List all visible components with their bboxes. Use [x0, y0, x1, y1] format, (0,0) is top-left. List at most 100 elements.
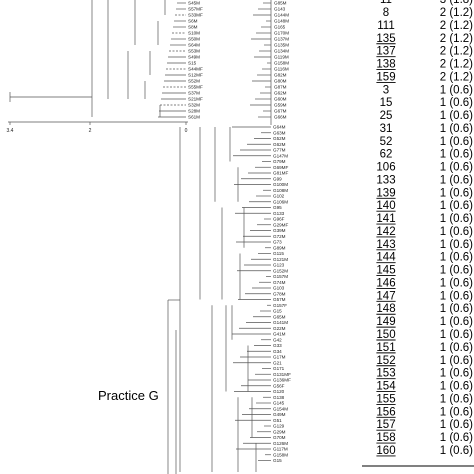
isolate-label: G89M — [273, 245, 286, 250]
st-number: 153 — [376, 368, 395, 380]
sequence-type-table: 11 3 (1.8) 8 2 (1.2) 111 2 (1.2) 135 2 (1.2) 137… — [362, 0, 474, 467]
isolate-label: G85M — [274, 1, 287, 6]
isolate-label: G120 — [273, 389, 285, 394]
st-number: 147 — [376, 290, 395, 302]
isolate-label: S37M — [188, 91, 200, 96]
isolate-label: S52M — [188, 79, 200, 84]
st-number: 141 — [376, 213, 395, 225]
isolate-label: G77M — [273, 148, 286, 153]
isolate-label: S15 — [188, 61, 197, 66]
isolate-label: G102 — [273, 194, 285, 199]
isolate-label: G65M — [273, 314, 286, 319]
st-count: 1 (0.6) — [440, 110, 473, 122]
isolate-label: G158M — [273, 452, 288, 457]
isolate-label: G69MF — [273, 165, 289, 170]
isolate-label: G157F — [273, 303, 287, 308]
isolate-label: G95 — [273, 205, 282, 210]
distance-axis: 3.4 2 0 — [7, 121, 188, 134]
st-count: 1 (0.6) — [440, 277, 473, 289]
st-count: 1 (0.6) — [440, 226, 473, 238]
st-count: 1 (0.6) — [440, 432, 473, 444]
st-count: 1 (0.6) — [440, 123, 473, 135]
practice-label: Practice G — [98, 388, 159, 403]
isolate-label: G22M — [273, 326, 286, 331]
st-count: 1 (0.6) — [440, 149, 473, 161]
isolate-label: G56F — [273, 383, 285, 388]
isolate-label: G154M — [273, 406, 288, 411]
isolate-label: G133 — [273, 211, 285, 216]
st-count: 2 (1.2) — [440, 46, 473, 58]
st-count: 1 (0.6) — [440, 174, 473, 186]
isolate-label: G62M — [273, 142, 286, 147]
st-number: 15 — [380, 97, 393, 109]
st-number: 159 — [376, 71, 395, 83]
isolate-label: G33 — [273, 343, 282, 348]
isolate-label: G103 — [273, 286, 285, 291]
isolate-label: G134M — [274, 49, 289, 54]
isolate-label: S21MF — [188, 97, 203, 102]
isolate-label: S44MF — [188, 67, 203, 72]
isolate-label: G123 — [273, 263, 285, 268]
st-count: 1 (0.6) — [440, 200, 473, 212]
st-number: 25 — [380, 110, 393, 122]
st-count: 1 (0.6) — [440, 368, 473, 380]
st-number: 145 — [376, 265, 395, 277]
isolate-label: S32M — [188, 103, 200, 108]
st-count: 1 (0.6) — [440, 316, 473, 328]
st-count: 2 (1.2) — [440, 59, 473, 71]
isolate-label: G135M — [274, 43, 289, 48]
isolate-label: G21 — [273, 360, 282, 365]
st-count: 1 (0.6) — [440, 252, 473, 264]
isolate-label: G126M — [273, 441, 288, 446]
isolate-label: G72M — [273, 234, 286, 239]
isolate-label: G158M — [274, 61, 289, 66]
st-count: 1 (0.6) — [440, 329, 473, 341]
isolate-label: G49M — [273, 412, 286, 417]
st-number: 133 — [376, 174, 395, 186]
practice-g-dendrogram: G64MG63MG52MG62MG77MG147MG79MG69MFG81MFG… — [167, 125, 291, 474]
isolate-label: G145 — [273, 401, 285, 406]
isolate-label: G152M — [273, 268, 288, 273]
st-number: 156 — [376, 406, 395, 418]
middle-isolate-column: G84MG85MG143G144MG148MG165G170MG137MG135… — [250, 0, 289, 125]
st-count: 1 (0.6) — [440, 342, 473, 354]
isolate-label: G67M — [274, 109, 287, 114]
isolate-label: S8M — [188, 25, 198, 30]
isolate-label: S28M — [188, 109, 200, 114]
st-count: 1 (0.6) — [440, 303, 473, 315]
isolate-label: G52M — [273, 136, 286, 141]
top-dendrogram: S38MS45MS57MFS33MFS6MS8MS10MS50MS64MS53M… — [9, 0, 203, 120]
isolate-label: G59M — [274, 103, 287, 108]
isolate-label: S12MF — [188, 73, 203, 78]
st-number: 135 — [376, 33, 395, 45]
isolate-label: G96F — [273, 217, 285, 222]
st-number: 8 — [383, 7, 389, 19]
isolate-label: S49M — [188, 55, 200, 60]
isolate-label: G165 — [274, 25, 286, 30]
isolate-label: G116M — [274, 67, 289, 72]
st-number: 140 — [376, 200, 395, 212]
isolate-label: G29M — [273, 429, 286, 434]
isolate-label: S61M — [188, 115, 200, 120]
isolate-label: G129 — [273, 424, 285, 429]
st-number: 144 — [376, 252, 396, 264]
st-number: 146 — [376, 277, 395, 289]
axis-tick-label: 0 — [185, 128, 188, 134]
st-number: 150 — [376, 329, 395, 341]
st-count: 1 (0.6) — [440, 84, 473, 96]
st-count: 1 (0.6) — [440, 381, 473, 393]
isolate-label: G148M — [274, 19, 289, 24]
st-number: 11 — [380, 0, 392, 6]
isolate-label: G17M — [273, 355, 286, 360]
st-count: 3 (1.8) — [440, 0, 473, 6]
st-count: 1 (0.6) — [440, 187, 473, 199]
isolate-label: G64M — [273, 125, 286, 130]
isolate-label: G106M — [273, 199, 288, 204]
isolate-label: G143 — [274, 7, 286, 12]
st-count: 1 (0.6) — [440, 406, 473, 418]
isolate-label: S57MF — [188, 7, 203, 12]
isolate-label: S6M — [188, 19, 198, 24]
isolate-label: S53M — [188, 49, 200, 54]
isolate-label: G144M — [274, 13, 289, 18]
